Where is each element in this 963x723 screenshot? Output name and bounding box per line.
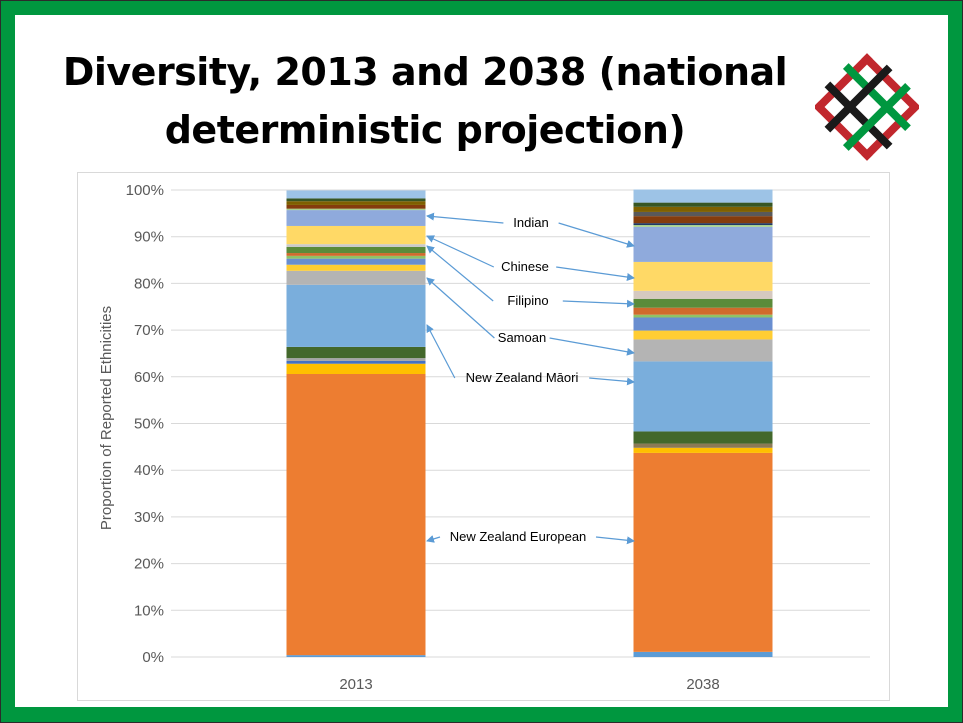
annotation-new-zealand-european: New Zealand European <box>426 529 635 545</box>
annotation-arrow-left <box>426 212 504 224</box>
y-tick-label: 60% <box>134 369 164 386</box>
annotation-chinese: Chinese <box>426 235 635 281</box>
bar-segment <box>633 307 773 315</box>
bar-segment-chinese <box>286 225 426 245</box>
y-tick-label: 20% <box>134 556 164 573</box>
logo-strand <box>824 81 893 150</box>
bar-2013 <box>286 190 426 657</box>
bar-segment <box>633 431 773 444</box>
logo-strand <box>842 82 911 151</box>
bar-segment <box>286 360 426 364</box>
x-tick-label: 2038 <box>686 676 719 693</box>
bar-segment-new-zealand-european <box>286 373 426 656</box>
annotation-label: Indian <box>513 215 548 230</box>
annotation-label: Chinese <box>501 259 549 274</box>
annotation-label: New Zealand Māori <box>466 370 579 385</box>
logo-strand <box>861 101 919 161</box>
bar-segment <box>633 211 773 217</box>
annotation-arrow-right <box>558 222 635 248</box>
bar-segment <box>633 202 773 207</box>
x-tick-label: 2013 <box>339 676 372 693</box>
y-tick-label: 40% <box>134 462 164 479</box>
logo-strand <box>815 53 873 113</box>
bar-segment-samoan <box>633 339 773 362</box>
bar-segment-indian <box>286 210 426 226</box>
annotation-arrow-right <box>589 377 635 386</box>
bar-segment-new-zealand-m-ori <box>633 361 773 432</box>
bar-segment-samoan <box>286 270 426 285</box>
logo-strand <box>842 63 911 132</box>
stacked-bar-chart: 0% 10% 20% 30% 40% 50% 60% 70% 80% 90% 100% Propor… <box>98 182 870 693</box>
bar-segment <box>286 363 426 374</box>
bar-segment <box>286 655 426 657</box>
bar-segment <box>286 198 426 202</box>
chart-area: 0% 10% 20% 30% 40% 50% 60% 70% 80% 90% 100% Propor… <box>77 172 890 701</box>
bar-segment-new-zealand-m-ori <box>286 284 426 347</box>
bar-segment <box>633 314 773 318</box>
y-tick-label: 30% <box>134 509 164 526</box>
slide-title: Diversity, 2013 and 2038 (national deter… <box>45 43 805 159</box>
y-tick-label: 50% <box>134 416 164 433</box>
bar-2038 <box>633 189 773 657</box>
bar-segment <box>633 225 773 227</box>
bar-segment <box>286 190 426 199</box>
annotation-arrow-left <box>426 235 495 268</box>
title-line-1: Diversity, 2013 and 2038 (national <box>62 50 788 94</box>
annotation-filipino: Filipino <box>426 245 635 308</box>
y-tick-label: 100% <box>126 182 164 199</box>
annotation-indian: Indian <box>426 212 635 248</box>
bar-segment <box>633 290 773 299</box>
annotation-label: Samoan <box>498 330 546 345</box>
bar-segment <box>633 317 773 331</box>
y-tick-label: 80% <box>134 275 164 292</box>
bar-segment <box>633 223 773 226</box>
annotation-new-zealand-m-ori: New Zealand Māori <box>426 324 635 386</box>
bar-segment <box>286 258 426 265</box>
y-tick-label: 0% <box>142 649 164 666</box>
bar-segment-indian <box>633 226 773 262</box>
bar-segment <box>633 216 773 224</box>
bar-segment <box>633 330 773 340</box>
annotation-arrow-right <box>556 266 635 281</box>
bar-segment-new-zealand-european <box>633 452 773 652</box>
annotation-arrow-left <box>426 324 456 379</box>
title-line-2: deterministic projection) <box>164 108 686 152</box>
annotation-arrow-right <box>562 299 635 308</box>
logo-strand <box>824 64 893 133</box>
bar-segment <box>286 201 426 205</box>
annotation-arrow-right <box>549 337 635 356</box>
annotation-label: New Zealand European <box>450 529 587 544</box>
annotation-arrow-left <box>426 277 495 339</box>
bar-segment <box>633 651 773 657</box>
bar-segment <box>286 358 426 361</box>
bar-segment <box>633 189 773 203</box>
bar-segment <box>286 208 426 211</box>
bar-segment-filipino <box>633 298 773 308</box>
annotation-samoan: Samoan <box>426 277 635 356</box>
bar-segment <box>633 447 773 453</box>
bar-segment-chinese <box>633 261 773 291</box>
slide: Diversity, 2013 and 2038 (national deter… <box>15 15 948 707</box>
logo-strand <box>815 101 873 161</box>
annotation-arrow-right <box>595 536 635 545</box>
bar-segment <box>633 443 773 448</box>
y-tick-label: 10% <box>134 602 164 619</box>
bar-segment <box>286 204 426 209</box>
bar-segment <box>286 255 426 259</box>
logo-strand <box>861 53 919 113</box>
y-tick-label: 70% <box>134 322 164 339</box>
y-axis-label: Proportion of Reported Ethnicities <box>98 306 115 530</box>
bar-segment <box>286 346 426 359</box>
bar-segment <box>286 264 426 271</box>
y-tick-label: 90% <box>134 229 164 246</box>
annotation-label: Filipino <box>507 293 548 308</box>
woven-diamond-logo-icon <box>815 53 919 161</box>
annotation-arrow-left <box>426 535 441 543</box>
bar-segment <box>286 244 426 247</box>
bar-segment <box>286 253 426 256</box>
bar-segment <box>633 206 773 212</box>
bar-segment-filipino <box>286 246 426 254</box>
annotation-arrow-left <box>426 245 494 302</box>
